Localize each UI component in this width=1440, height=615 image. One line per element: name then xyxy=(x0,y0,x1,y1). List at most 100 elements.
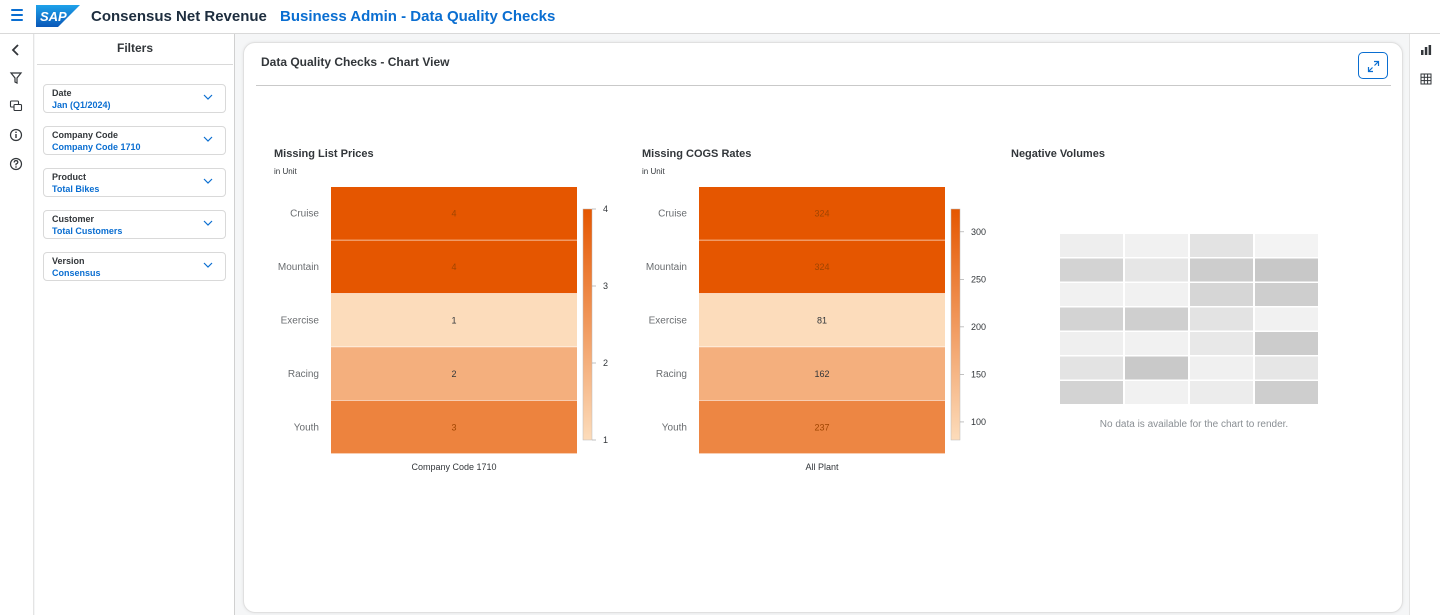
placeholder-cell xyxy=(1060,307,1123,331)
placeholder-cell xyxy=(1060,234,1123,257)
filter-value: Total Customers xyxy=(52,226,123,236)
company-code-filter[interactable]: Company Code Company Code 1710 xyxy=(43,126,226,155)
filter-label: Date xyxy=(52,88,72,98)
no-data-message: No data is available for the chart to re… xyxy=(1099,419,1289,430)
placeholder-cell xyxy=(1060,381,1123,404)
table-view-icon[interactable] xyxy=(1420,73,1432,85)
row-category-label: Mountain xyxy=(278,262,319,273)
chart-title: Negative Volumes xyxy=(1011,148,1105,160)
version-filter[interactable]: Version Consensus xyxy=(43,252,226,281)
help-icon[interactable] xyxy=(9,157,23,171)
heatmap-cell[interactable] xyxy=(331,240,577,294)
chevron-down-icon[interactable] xyxy=(203,262,213,269)
chevron-down-icon[interactable] xyxy=(203,94,213,101)
filter-value: Jan (Q1/2024) xyxy=(52,100,111,110)
chart-view-icon[interactable] xyxy=(1420,44,1432,56)
heatmap-cell[interactable] xyxy=(699,400,945,454)
cell-value-label: 4 xyxy=(451,262,456,272)
card-divider xyxy=(256,85,1391,86)
legend-tick-label: 150 xyxy=(971,369,986,379)
menu-icon[interactable] xyxy=(11,9,23,21)
legend-tick-label: 1 xyxy=(603,435,608,445)
app-title: Consensus Net Revenue xyxy=(91,8,267,25)
legend-tick-label: 2 xyxy=(603,358,608,368)
legend-tick-label: 300 xyxy=(971,227,986,237)
cell-value-label: 4 xyxy=(451,209,456,219)
cell-value-label: 324 xyxy=(814,262,829,272)
row-category-label: Exercise xyxy=(649,316,688,327)
heatmap-cell[interactable] xyxy=(331,187,577,240)
sap-logo[interactable]: SAP xyxy=(36,5,80,27)
heatmap-cell[interactable] xyxy=(331,400,577,454)
cell-value-label: 324 xyxy=(814,209,829,219)
placeholder-cell xyxy=(1255,258,1318,282)
cell-value-label: 237 xyxy=(814,422,829,432)
chart-subtitle: in Unit xyxy=(274,167,297,176)
legend-tick-label: 4 xyxy=(603,204,608,214)
date-filter[interactable]: Date Jan (Q1/2024) xyxy=(43,84,226,113)
placeholder-cell xyxy=(1060,258,1123,282)
placeholder-cell xyxy=(1125,381,1188,404)
placeholder-cell xyxy=(1125,283,1188,306)
right-icon-rail xyxy=(1409,34,1440,615)
placeholder-cell xyxy=(1190,332,1253,355)
column-category-label: All Plant xyxy=(805,462,839,472)
filters-panel: Filters Date Jan (Q1/2024) Company Code … xyxy=(35,34,235,615)
chart-card: Data Quality Checks - Chart View Missing… xyxy=(243,42,1403,613)
legend-tick-label: 200 xyxy=(971,322,986,332)
heatmap-cell[interactable] xyxy=(331,347,577,400)
placeholder-cell xyxy=(1125,258,1188,282)
placeholder-cell xyxy=(1060,283,1123,306)
placeholder-cell xyxy=(1255,307,1318,331)
row-category-label: Youth xyxy=(662,422,687,433)
missing-cogs-rates-heatmap: 324 Cruise 324 Mountain 81 Exercise 162 Racing 2… xyxy=(646,187,986,472)
heatmap-cell[interactable] xyxy=(699,293,945,347)
heatmap-cell[interactable] xyxy=(331,293,577,347)
column-category-label: Company Code 1710 xyxy=(411,462,496,472)
page-title: Business Admin - Data Quality Checks xyxy=(280,8,556,25)
row-category-label: Racing xyxy=(288,369,319,380)
placeholder-cell xyxy=(1125,307,1188,331)
row-category-label: Cruise xyxy=(658,209,687,220)
product-filter[interactable]: Product Total Bikes xyxy=(43,168,226,197)
filter-label: Company Code xyxy=(52,130,119,140)
color-legend-bar xyxy=(582,208,593,441)
placeholder-cell xyxy=(1060,332,1123,355)
heatmap-cell[interactable] xyxy=(699,347,945,400)
placeholder-cell xyxy=(1125,234,1188,257)
placeholder-cell xyxy=(1255,283,1318,306)
chevron-down-icon[interactable] xyxy=(203,136,213,143)
filters-divider xyxy=(37,64,233,65)
customer-filter[interactable]: Customer Total Customers xyxy=(43,210,226,239)
placeholder-cell xyxy=(1190,258,1253,282)
chart-title: Missing COGS Rates xyxy=(642,148,752,160)
filter-label: Customer xyxy=(52,214,95,224)
filter-value: Consensus xyxy=(52,268,101,278)
cell-value-label: 81 xyxy=(817,316,827,326)
sap-logo-text: SAP xyxy=(40,9,67,24)
comments-icon[interactable] xyxy=(9,99,23,113)
filter-icon[interactable] xyxy=(9,71,23,85)
fullscreen-icon xyxy=(1367,60,1380,73)
filters-title: Filters xyxy=(116,41,153,55)
row-category-label: Youth xyxy=(294,422,319,433)
placeholder-cell xyxy=(1190,356,1253,380)
placeholder-cell xyxy=(1060,356,1123,380)
cell-value-label: 1 xyxy=(451,316,456,326)
info-icon[interactable] xyxy=(9,128,23,142)
chevron-down-icon[interactable] xyxy=(203,178,213,185)
chart-title: Missing List Prices xyxy=(274,148,374,160)
heatmap-cell[interactable] xyxy=(699,240,945,294)
legend-tick-label: 3 xyxy=(603,281,608,291)
placeholder-cell xyxy=(1255,234,1318,257)
placeholder-cell xyxy=(1255,381,1318,404)
heatmap-cell[interactable] xyxy=(699,187,945,240)
fullscreen-button[interactable] xyxy=(1358,52,1388,79)
collapse-chevron-left-icon[interactable] xyxy=(9,43,23,57)
filter-label: Version xyxy=(52,256,85,266)
chevron-down-icon[interactable] xyxy=(203,220,213,227)
filter-value: Company Code 1710 xyxy=(52,142,141,152)
placeholder-cell xyxy=(1125,332,1188,355)
placeholder-cell xyxy=(1190,283,1253,306)
row-category-label: Exercise xyxy=(281,316,320,327)
